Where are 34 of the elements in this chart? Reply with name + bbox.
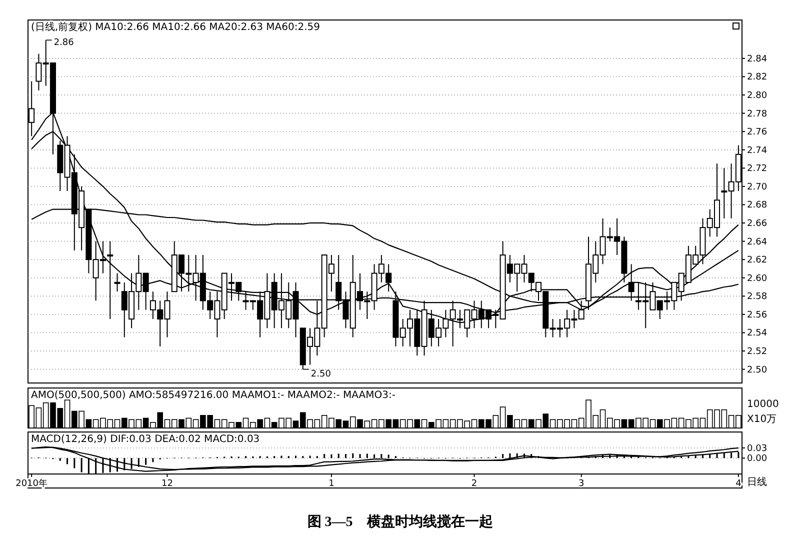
chart-title: (日线,前复权) MA10:2.66 MA10:2.66 MA20:2.63 MA60:2.59 — [31, 21, 320, 33]
y-tick-label: 2.70 — [747, 182, 768, 192]
y-tick-label: 2.72 — [747, 164, 768, 174]
chart-title: AMO(500,500,500) AMO:585497216.00 MAAMO1:- MAAMO2:- MAAMO3:- — [31, 390, 396, 401]
y-tick-label: 2.84 — [747, 54, 768, 64]
chart-title: MACD(12,26,9) DIF:0.03 DEA:0.02 MACD:0.03 — [31, 434, 260, 445]
text: 10000 — [747, 399, 779, 410]
y-tick-label: 2.76 — [747, 128, 768, 138]
annotation: 2.50 — [310, 369, 332, 380]
y-tick-label: 2.52 — [747, 346, 768, 357]
y-tick-label: 2.64 — [747, 237, 768, 248]
text: X10万 — [747, 414, 777, 425]
y-tick-label: 2.58 — [747, 292, 768, 302]
y-tick-label: 0.00 — [747, 454, 768, 464]
y-tick-label: 2.66 — [747, 218, 768, 229]
y-tick-label: 2.60 — [747, 274, 768, 284]
y-tick-label: 2.56 — [747, 310, 768, 320]
y-tick-label: 2.74 — [747, 146, 768, 156]
y-tick-label: 0.03 — [747, 444, 768, 454]
y-tick-label: 2.62 — [747, 256, 768, 266]
y-tick-label: 2.68 — [747, 200, 768, 211]
y-tick-label: 2.80 — [747, 90, 768, 101]
x-tick-label: 4 — [736, 479, 742, 489]
y-tick-label: 2.54 — [747, 328, 768, 339]
annotation: 2.86 — [54, 38, 74, 48]
x-tick-label: 12 — [162, 479, 173, 489]
y-tick-label: 2.50 — [747, 365, 768, 376]
x-tick-label: 3 — [578, 479, 584, 489]
x-tick-label: 2 — [471, 479, 478, 489]
x-tick-label: 1 — [328, 479, 334, 489]
y-tick-label: 2.82 — [747, 72, 768, 83]
caption: 图 3—5 横盘时均线搅在一起 — [307, 513, 493, 530]
y-tick-label: 2.78 — [747, 109, 768, 120]
x-axis-title: 日线 — [747, 476, 767, 488]
